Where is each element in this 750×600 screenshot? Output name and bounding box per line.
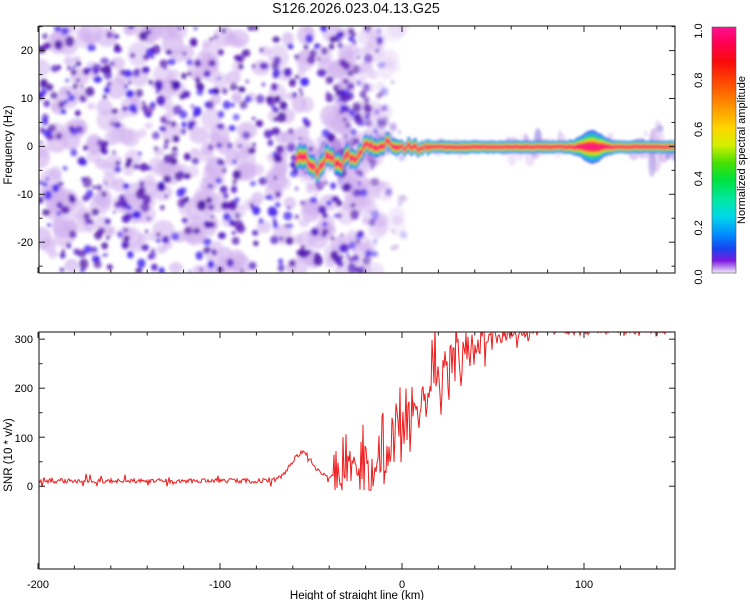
svg-text:0.4: 0.4	[693, 171, 705, 186]
svg-text:Height of straight line (km): Height of straight line (km)	[290, 590, 424, 600]
svg-text:0: 0	[27, 141, 33, 153]
svg-text:0.2: 0.2	[693, 220, 705, 235]
svg-text:-10: -10	[17, 189, 33, 201]
svg-text:S126.2026.023.04.13.G25: S126.2026.023.04.13.G25	[272, 1, 440, 17]
svg-text:100: 100	[15, 433, 33, 445]
svg-text:300: 300	[15, 334, 33, 346]
svg-text:SNR (10 * v/v): SNR (10 * v/v)	[3, 418, 15, 492]
svg-text:200: 200	[15, 383, 33, 395]
svg-text:-20: -20	[17, 237, 33, 249]
svg-text:-200: -200	[27, 579, 49, 591]
svg-text:10: 10	[21, 93, 33, 105]
svg-text:0.8: 0.8	[693, 73, 705, 88]
svg-text:20: 20	[21, 45, 33, 57]
svg-text:0.0: 0.0	[693, 269, 705, 284]
svg-text:-100: -100	[209, 579, 231, 591]
svg-text:1.0: 1.0	[693, 23, 705, 38]
svg-text:0.6: 0.6	[693, 122, 705, 137]
svg-text:Frequency (Hz): Frequency (Hz)	[3, 105, 15, 184]
svg-text:Normalized spectral amplitude: Normalized spectral amplitude	[736, 76, 748, 224]
svg-text:0: 0	[27, 481, 33, 493]
svg-text:100: 100	[575, 579, 593, 591]
